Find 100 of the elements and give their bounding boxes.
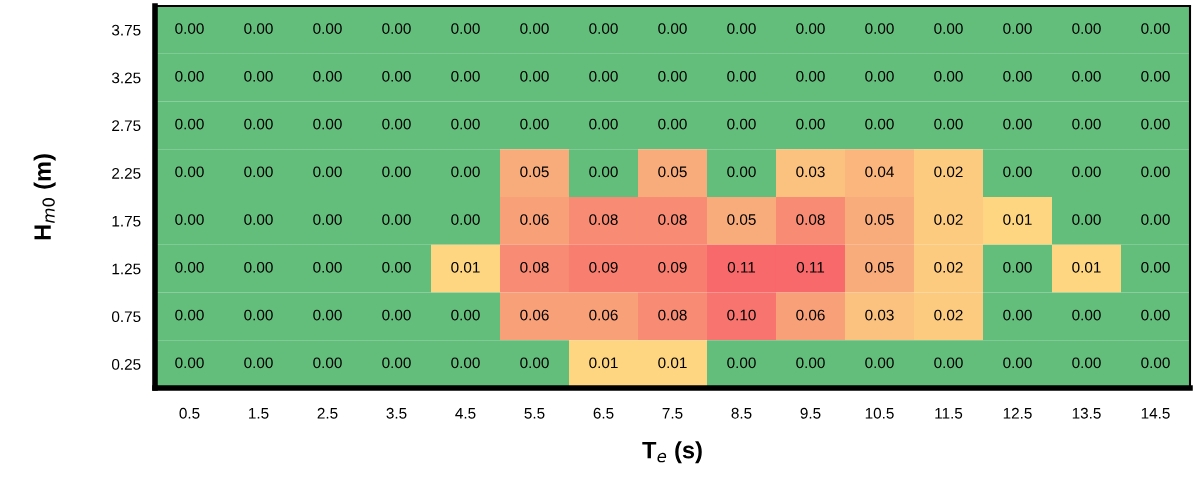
data-label: 0.00 xyxy=(1141,118,1170,130)
data-label: 0.02 xyxy=(934,214,963,225)
data-label: 0.00 xyxy=(382,357,411,369)
x-tick-label: 6.5 xyxy=(593,407,614,419)
data-label: 0.00 xyxy=(865,23,894,34)
x-tick-label: 12.5 xyxy=(1003,407,1032,419)
data-label: 0.00 xyxy=(520,118,549,130)
data-label: 0.00 xyxy=(382,214,411,225)
data-label: 0.06 xyxy=(520,214,549,225)
data-label: 0.00 xyxy=(1141,70,1170,82)
y-tick-label: 2.25 xyxy=(112,167,141,179)
data-label: 0.00 xyxy=(589,166,618,178)
data-label: 0.01 xyxy=(1003,214,1032,225)
data-label: 0.00 xyxy=(244,261,273,273)
data-label: 0.00 xyxy=(589,118,618,130)
y-tick-label: 1.25 xyxy=(112,263,141,275)
x-tick-label: 11.5 xyxy=(935,408,963,419)
data-label: 0.00 xyxy=(1003,261,1032,273)
data-label: 0.00 xyxy=(451,70,480,82)
data-label: 0.00 xyxy=(451,23,480,34)
data-label: 0.00 xyxy=(451,309,480,321)
data-label: 0.00 xyxy=(244,70,273,82)
y-tick-label: 3.25 xyxy=(111,72,141,84)
data-label: 0.01 xyxy=(589,357,618,369)
data-label: 0.04 xyxy=(865,166,894,178)
data-label: 0.00 xyxy=(1003,166,1032,178)
data-label: 0.06 xyxy=(520,309,549,321)
data-label: 0.09 xyxy=(589,261,618,273)
data-label: 0.08 xyxy=(658,214,687,225)
data-label: 0.00 xyxy=(796,23,825,34)
data-label: 0.00 xyxy=(589,23,618,34)
data-label: 0.01 xyxy=(451,261,480,273)
data-label: 0.00 xyxy=(589,70,618,82)
data-label: 0.00 xyxy=(1072,214,1101,225)
data-label: 0.00 xyxy=(175,70,204,82)
data-label: 0.00 xyxy=(313,166,342,178)
data-label: 0.06 xyxy=(589,309,618,321)
y-tick-label: 3.75 xyxy=(111,24,141,36)
data-label: 0.00 xyxy=(1141,23,1170,34)
data-label: 0.00 xyxy=(1072,309,1101,321)
data-label: 0.00 xyxy=(313,23,342,34)
y-axis-title: H$_{m0}$ (m) xyxy=(33,154,56,240)
x-tick-label: 9.5 xyxy=(800,407,821,419)
data-label: 0.00 xyxy=(313,118,342,130)
data-label: 0.00 xyxy=(382,309,411,321)
data-label: 0.05 xyxy=(865,214,894,225)
data-label: 0.00 xyxy=(175,166,204,178)
data-label: 0.00 xyxy=(934,118,963,130)
data-label: 0.11 xyxy=(727,261,756,273)
data-label: 0.00 xyxy=(313,214,342,225)
data-label: 0.00 xyxy=(451,214,480,225)
data-label: 0.00 xyxy=(244,214,273,225)
data-label: 0.00 xyxy=(1141,261,1170,273)
data-label: 0.00 xyxy=(1003,357,1032,369)
data-label: 0.01 xyxy=(658,357,687,369)
data-label: 0.05 xyxy=(865,261,894,273)
x-tick-label: 4.5 xyxy=(455,408,476,419)
data-label: 0.09 xyxy=(658,261,687,273)
data-label: 0.00 xyxy=(1141,166,1170,178)
data-label: 0.00 xyxy=(1141,309,1170,321)
data-label: 0.02 xyxy=(934,261,963,273)
data-label: 0.00 xyxy=(865,357,894,369)
data-label: 0.00 xyxy=(865,70,894,82)
data-label: 0.00 xyxy=(382,23,411,34)
data-label: 0.11 xyxy=(796,261,825,273)
data-label: 0.00 xyxy=(865,118,894,130)
data-label: 0.00 xyxy=(451,166,480,178)
x-tick-label: 5.5 xyxy=(524,408,545,419)
data-label: 0.00 xyxy=(934,357,963,369)
data-label: 0.00 xyxy=(451,118,480,130)
data-label: 0.05 xyxy=(727,214,756,225)
data-label: 0.08 xyxy=(796,214,825,225)
data-label: 0.00 xyxy=(727,166,756,178)
data-label: 0.00 xyxy=(1072,166,1101,178)
data-label: 0.00 xyxy=(658,70,687,82)
data-label: 0.08 xyxy=(658,309,687,321)
data-label: 0.00 xyxy=(520,23,549,34)
data-label: 0.00 xyxy=(727,23,756,34)
data-label: 0.02 xyxy=(934,166,963,178)
data-label: 0.02 xyxy=(934,309,963,321)
data-label: 0.08 xyxy=(589,214,618,225)
data-label: 0.00 xyxy=(1072,357,1101,369)
data-label: 0.00 xyxy=(1072,118,1101,130)
y-tick-label: 0.25 xyxy=(111,358,141,370)
data-label: 0.00 xyxy=(1003,23,1032,34)
data-label: 0.00 xyxy=(796,357,825,369)
data-label: 0.00 xyxy=(727,357,756,369)
data-label: 0.00 xyxy=(1141,214,1170,225)
x-tick-label: 1.5 xyxy=(249,408,269,419)
data-label: 0.00 xyxy=(520,70,549,82)
x-tick-label: 13.5 xyxy=(1072,407,1101,419)
data-label: 0.00 xyxy=(451,357,480,369)
x-tick-label: 10.5 xyxy=(865,407,894,419)
data-label: 0.00 xyxy=(313,357,342,369)
data-label: 0.00 xyxy=(175,23,204,34)
data-label: 0.00 xyxy=(175,357,204,369)
data-label: 0.00 xyxy=(175,118,204,130)
data-label: 0.03 xyxy=(796,166,825,178)
data-label: 0.00 xyxy=(1072,70,1101,82)
data-label: 0.00 xyxy=(658,118,687,130)
